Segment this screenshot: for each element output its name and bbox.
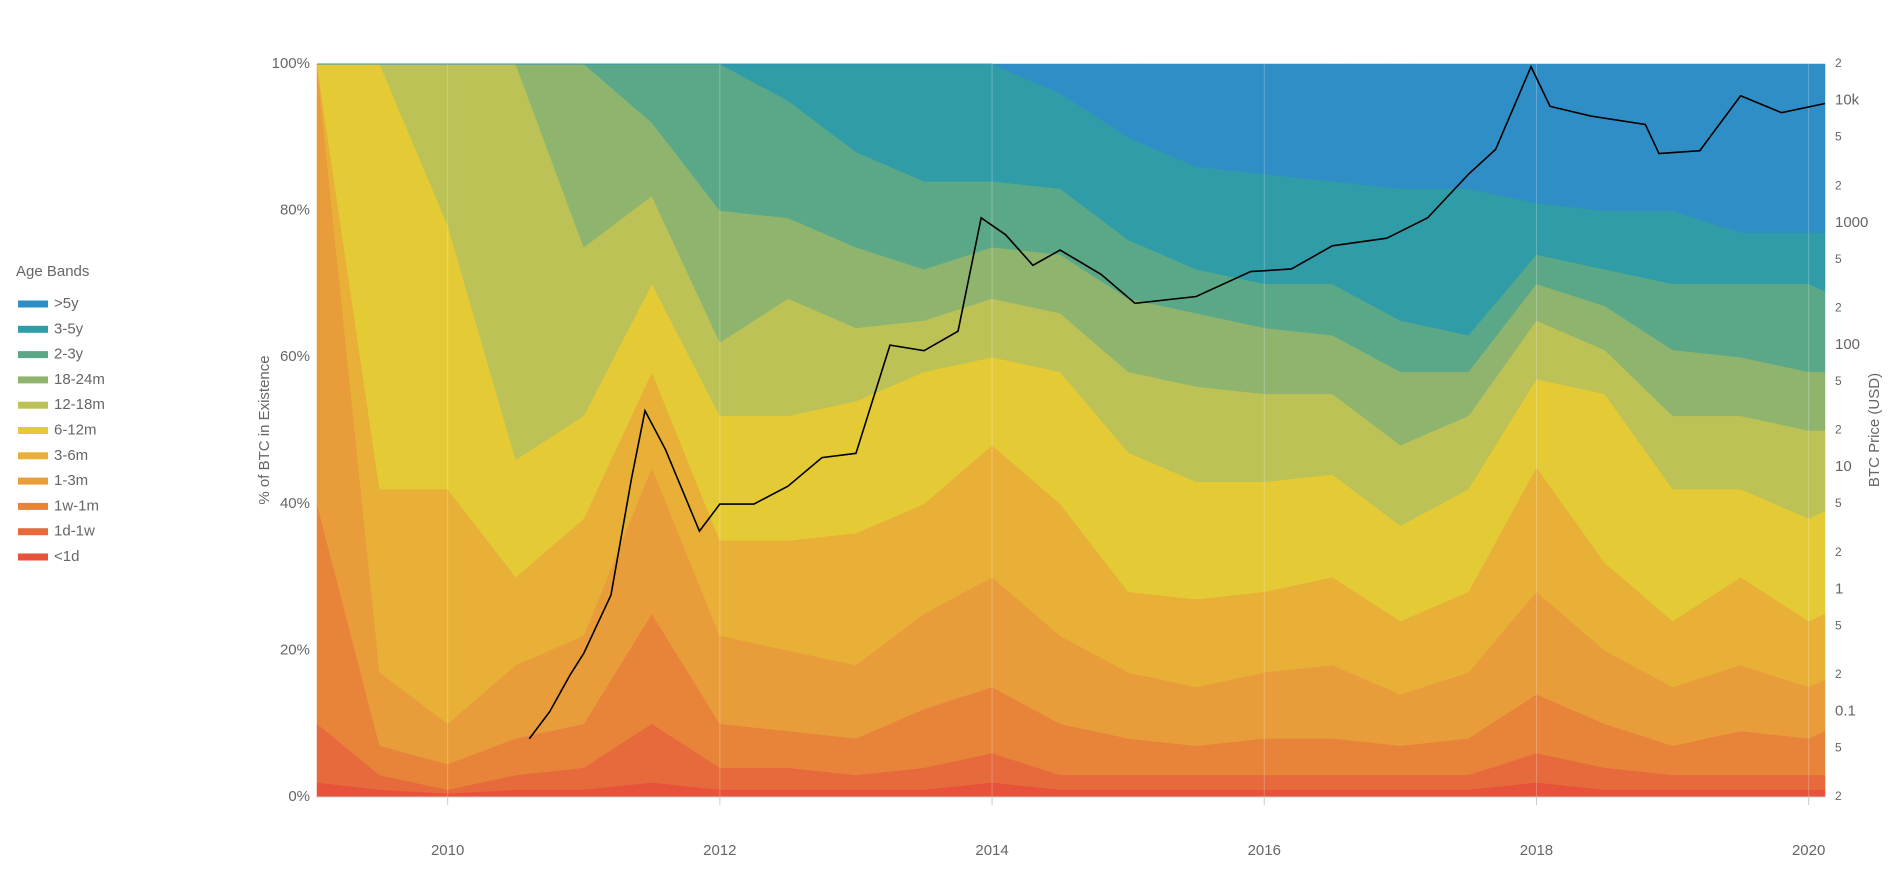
legend-label: 3-5y [54,320,84,337]
y2-tick-label: 0.1 [1835,703,1856,720]
legend-swatch [18,477,48,485]
y2-tick-label: 5 [1835,496,1842,510]
y2-tick-label: 2 [1835,423,1842,437]
y-tick-label: 80% [280,202,310,219]
y2-tick-label: 2 [1835,301,1842,315]
y2-tick-label: 10 [1835,458,1852,475]
legend-swatch [18,300,48,308]
y2-tick-label: 5 [1835,741,1842,755]
y-tick-label: 0% [288,788,310,805]
x-tick-label: 2018 [1520,842,1553,859]
y2-tick-label: 2 [1835,178,1842,192]
x-tick-label: 2016 [1248,842,1281,859]
legend-title: Age Bands [16,263,89,280]
legend-label: 6-12m [54,421,97,438]
legend-swatch [18,502,48,510]
y2-tick-label: 2 [1835,789,1842,803]
legend-label: 3-6m [54,447,88,464]
legend-swatch [18,553,48,561]
y2-tick-label: 2 [1835,545,1842,559]
legend-swatch [18,401,48,409]
legend-label: 18-24m [54,371,105,388]
y-tick-label: 100% [272,55,310,72]
y-axis-title: % of BTC in Existence [256,355,273,504]
y2-tick-label: 10k [1835,92,1860,109]
y-tick-label: 60% [280,348,310,365]
y2-tick-label: 2 [1835,667,1842,681]
legend-label: 1w-1m [54,497,99,514]
area [317,63,1826,233]
price-line [528,64,1826,740]
y2-tick-label: 1 [1835,580,1843,597]
y2-tick-label: 100 [1835,336,1860,353]
x-tick-label: 2012 [703,842,736,859]
legend-label: 1d-1w [54,523,95,540]
y2-axis-title: BTC Price (USD) [1866,373,1883,487]
legend-swatch [18,528,48,536]
legend-label: <1d [54,548,79,565]
x-tick-label: 2020 [1792,842,1825,859]
legend-swatch [18,325,48,333]
y2-tick-label: 5 [1835,252,1842,266]
legend-label: >5y [54,295,79,312]
y-tick-label: 40% [280,495,310,512]
y2-tick-label: 1000 [1835,214,1868,231]
y2-tick-label: 2 [1835,56,1842,70]
y2-tick-label: 5 [1835,618,1842,632]
legend-label: 1-3m [54,472,88,489]
legend-swatch [18,427,48,434]
legend-swatch [18,376,48,384]
areas [316,63,1826,798]
y-tick-label: 20% [280,641,310,658]
legend-swatch [18,452,48,460]
y2-tick-label: 5 [1835,130,1842,144]
legend-label: 2-3y [54,346,84,363]
y2-tick-label: 5 [1835,374,1842,388]
legend-label: 12-18m [54,396,105,413]
x-tick-label: 2014 [975,842,1008,859]
legend-swatch [18,351,48,359]
x-tick-label: 2010 [431,842,464,859]
